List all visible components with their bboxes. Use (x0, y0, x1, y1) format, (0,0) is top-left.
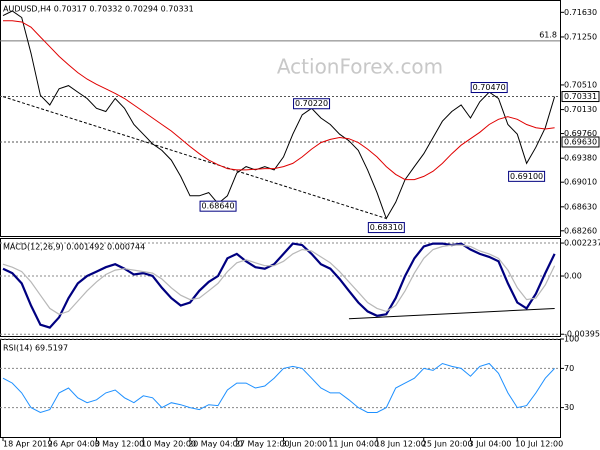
panel-frame (0, 0, 561, 237)
y-tick-label: 0.68260 (564, 226, 597, 235)
x-tick-label: 18 Jun 12:00 (375, 440, 426, 449)
watermark: ActionForex.com (277, 55, 443, 79)
annotation-box (470, 82, 508, 94)
annotation-label: 0.68640 (202, 202, 235, 211)
panel-title: RSI(14) 69.5197 (3, 344, 68, 353)
trendline (348, 307, 555, 320)
x-tick-label: 11 Jun 04:00 (328, 440, 379, 449)
y-tick-label: 0.71250 (564, 32, 597, 41)
annotation-label: 0.68310 (370, 223, 403, 232)
series-line (2, 244, 556, 315)
x-tick-label: 27 May 12:00 (235, 440, 290, 449)
annotation-label: 0.69100 (510, 172, 543, 181)
level-label: 0.70331 (564, 92, 597, 101)
annotation-box (293, 98, 331, 110)
level-label: 0.69630 (564, 137, 597, 146)
series-line (3, 20, 555, 181)
panel-frame (0, 238, 561, 337)
y-tick-label: 0.70510 (564, 80, 597, 89)
panel-title: MACD(12,26,9) 0.001492 0.000744 (3, 243, 145, 252)
y-tick-label: 0.68630 (564, 202, 597, 211)
x-tick-label: 18 Apr 2019 (3, 440, 52, 449)
annotation-label: 0.70470 (473, 83, 506, 92)
y-tick-label: 0.69010 (564, 178, 597, 187)
y-tick-label: 100 (564, 335, 579, 344)
y-tick-label: 0.71630 (564, 8, 597, 17)
x-tick-label: 3 Jun 20:00 (282, 440, 328, 449)
y-tick-label: 70 (564, 364, 574, 373)
fib-label: 61.8 (539, 30, 557, 39)
y-tick-label: -0.00395 (564, 330, 600, 339)
y-tick-label: 0.70130 (564, 105, 597, 114)
x-tick-label: 3 May 12:00 (95, 440, 145, 449)
x-tick-label: 20 May 04:00 (188, 440, 243, 449)
annotation-label: 0.70220 (295, 99, 328, 108)
annotation-box (199, 200, 237, 212)
annotation-box (367, 222, 405, 234)
series-line (2, 362, 555, 414)
series-line (2, 242, 556, 329)
y-tick-label: 30 (564, 403, 574, 412)
level-box (561, 91, 600, 103)
trendline (2, 96, 387, 219)
y-tick-label: 0.69760 (564, 129, 597, 138)
y-tick-label: 0.002237 (564, 239, 600, 248)
level-box (561, 136, 600, 148)
series-line (2, 10, 556, 220)
x-tick-label: 10 Jul 12:00 (515, 440, 563, 449)
x-tick-label: 25 Jun 20:00 (422, 440, 473, 449)
x-tick-label: 10 May 20:00 (141, 440, 196, 449)
y-tick-label: 0.00 (564, 272, 582, 281)
annotation-box (508, 170, 546, 182)
x-tick-label: 3 Jul 04:00 (469, 440, 512, 449)
y-tick-label: 0.69380 (564, 154, 597, 163)
panel-title: AUDUSD,H4 0.70317 0.70332 0.70294 0.7033… (3, 5, 194, 14)
x-tick-label: 26 Apr 04:00 (48, 440, 100, 449)
